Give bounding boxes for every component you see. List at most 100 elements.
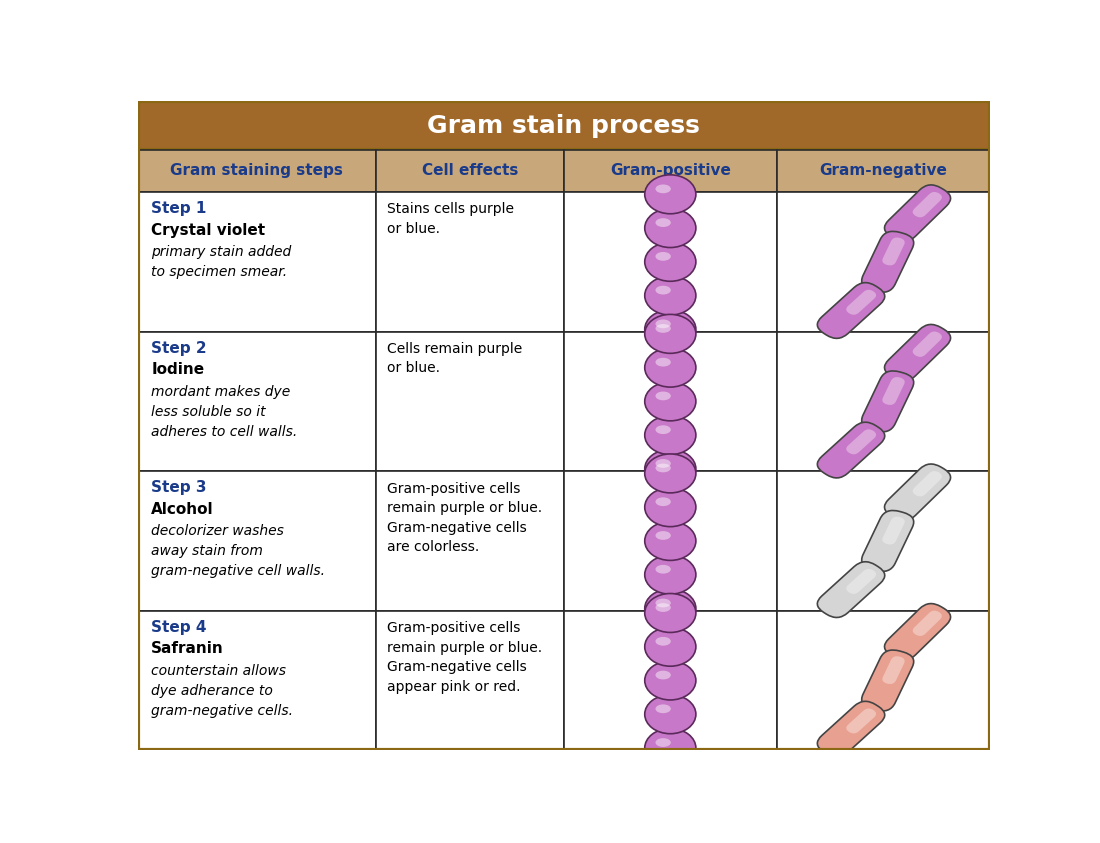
Text: Gram-negative: Gram-negative <box>820 164 947 179</box>
Text: Alcohol: Alcohol <box>151 502 213 517</box>
Text: mordant makes dye
less soluble so it
adheres to cell walls.: mordant makes dye less soluble so it adh… <box>151 384 297 439</box>
FancyBboxPatch shape <box>882 238 905 266</box>
FancyBboxPatch shape <box>861 231 914 293</box>
Bar <box>777 150 990 192</box>
Text: Step 2: Step 2 <box>151 341 207 356</box>
Bar <box>138 192 376 331</box>
Text: Gram-positive cells
remain purple or blue.
Gram-negative cells
are colorless.: Gram-positive cells remain purple or blu… <box>387 481 542 554</box>
Text: decolorizer washes
away stain from
gram-negative cell walls.: decolorizer washes away stain from gram-… <box>151 524 326 578</box>
Text: Gram staining steps: Gram staining steps <box>170 164 343 179</box>
Ellipse shape <box>656 464 671 472</box>
Ellipse shape <box>645 314 696 353</box>
Ellipse shape <box>645 310 696 349</box>
Text: Iodine: Iodine <box>151 362 205 377</box>
Ellipse shape <box>656 637 671 646</box>
Ellipse shape <box>656 252 671 260</box>
Ellipse shape <box>656 599 671 607</box>
FancyBboxPatch shape <box>882 656 905 684</box>
Ellipse shape <box>656 185 671 193</box>
Ellipse shape <box>645 589 696 628</box>
Ellipse shape <box>645 242 696 282</box>
Text: Cell effects: Cell effects <box>421 164 518 179</box>
Bar <box>563 471 777 610</box>
Ellipse shape <box>656 531 671 540</box>
Bar <box>138 610 376 750</box>
Ellipse shape <box>645 488 696 527</box>
FancyBboxPatch shape <box>817 701 884 757</box>
Ellipse shape <box>645 695 696 733</box>
Ellipse shape <box>645 175 696 214</box>
FancyBboxPatch shape <box>913 610 942 636</box>
FancyBboxPatch shape <box>882 377 905 405</box>
Ellipse shape <box>645 416 696 454</box>
Text: Gram-positive cells
remain purple or blue.
Gram-negative cells
appear pink or re: Gram-positive cells remain purple or blu… <box>387 621 542 694</box>
FancyBboxPatch shape <box>913 471 942 497</box>
FancyBboxPatch shape <box>884 604 950 660</box>
FancyBboxPatch shape <box>846 569 877 594</box>
Ellipse shape <box>645 454 696 493</box>
FancyBboxPatch shape <box>861 511 914 572</box>
Bar <box>138 331 376 471</box>
Ellipse shape <box>645 556 696 594</box>
FancyBboxPatch shape <box>817 422 884 478</box>
Bar <box>777 610 990 750</box>
Text: Safranin: Safranin <box>151 642 224 656</box>
Ellipse shape <box>656 603 671 612</box>
Ellipse shape <box>656 671 671 679</box>
Text: Gram stain process: Gram stain process <box>427 114 701 137</box>
Bar <box>138 150 376 192</box>
Ellipse shape <box>645 382 696 421</box>
Text: Gram-positive: Gram-positive <box>609 164 730 179</box>
Ellipse shape <box>656 738 671 747</box>
Bar <box>376 610 563 750</box>
FancyBboxPatch shape <box>913 331 942 357</box>
Ellipse shape <box>645 208 696 248</box>
Text: primary stain added
to specimen smear.: primary stain added to specimen smear. <box>151 245 292 279</box>
FancyBboxPatch shape <box>846 429 877 454</box>
Bar <box>376 331 563 471</box>
Bar <box>138 471 376 610</box>
Ellipse shape <box>656 324 671 333</box>
Bar <box>563 192 777 331</box>
FancyBboxPatch shape <box>861 650 914 711</box>
Bar <box>777 192 990 331</box>
Bar <box>376 192 563 331</box>
Bar <box>563 610 777 750</box>
Ellipse shape <box>656 319 671 328</box>
Ellipse shape <box>656 391 671 400</box>
Ellipse shape <box>656 565 671 573</box>
FancyBboxPatch shape <box>884 325 950 381</box>
Ellipse shape <box>656 218 671 227</box>
Ellipse shape <box>645 627 696 666</box>
FancyBboxPatch shape <box>861 371 914 432</box>
FancyBboxPatch shape <box>817 282 884 338</box>
Ellipse shape <box>645 449 696 488</box>
Ellipse shape <box>645 593 696 632</box>
FancyBboxPatch shape <box>882 517 905 545</box>
FancyBboxPatch shape <box>846 708 877 733</box>
Bar <box>563 150 777 192</box>
FancyBboxPatch shape <box>884 464 950 520</box>
Text: Stains cells purple
or blue.: Stains cells purple or blue. <box>387 202 515 236</box>
Ellipse shape <box>656 286 671 294</box>
Ellipse shape <box>645 661 696 700</box>
Ellipse shape <box>656 705 671 713</box>
FancyBboxPatch shape <box>913 192 942 217</box>
Text: Step 1: Step 1 <box>151 201 207 216</box>
Ellipse shape <box>645 728 696 767</box>
Text: Cells remain purple
or blue.: Cells remain purple or blue. <box>387 342 522 375</box>
Bar <box>376 150 563 192</box>
Bar <box>563 331 777 471</box>
Text: Step 4: Step 4 <box>151 620 207 635</box>
Bar <box>777 331 990 471</box>
Ellipse shape <box>645 348 696 387</box>
Text: counterstain allows
dye adherance to
gram-negative cells.: counterstain allows dye adherance to gra… <box>151 664 293 718</box>
Ellipse shape <box>656 425 671 434</box>
FancyBboxPatch shape <box>884 185 950 241</box>
Bar <box>777 471 990 610</box>
FancyBboxPatch shape <box>817 561 884 617</box>
Ellipse shape <box>656 459 671 468</box>
Bar <box>138 101 990 150</box>
Text: Crystal violet: Crystal violet <box>151 223 265 238</box>
Bar <box>376 471 563 610</box>
